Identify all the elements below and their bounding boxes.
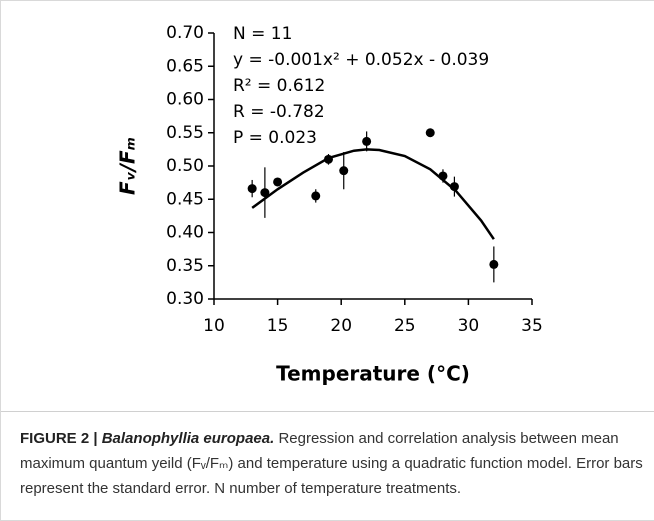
x-tick-label: 10: [203, 316, 225, 336]
annotation: y = -0.001x² + 0.052x - 0.039: [233, 50, 489, 70]
y-tick-label: 0.45: [166, 189, 204, 209]
x-tick-label: 20: [330, 316, 352, 336]
divider: [1, 411, 654, 412]
caption-text: Regression and correlation analysis betw…: [20, 430, 643, 497]
y-axis-title: Fᵥ/Fₘ: [116, 137, 140, 195]
point: [273, 177, 283, 187]
y-tick-label: 0.65: [166, 56, 204, 76]
caption: FIGURE 2 | Balanophyllia europaea. Regre…: [20, 426, 645, 501]
x-tick-label: 15: [267, 316, 289, 336]
y-tick-label: 0.40: [166, 223, 204, 243]
x-tick-label: 35: [521, 316, 543, 336]
y-tick-label: 0.60: [166, 90, 204, 110]
annotation: P = 0.023: [233, 128, 317, 148]
point: [362, 136, 372, 146]
x-tick-label: 25: [394, 316, 416, 336]
y-tick-label: 0.35: [166, 256, 204, 276]
y-tick-label: 0.30: [166, 289, 204, 309]
point: [339, 166, 349, 176]
y-tick-label: 0.55: [166, 123, 204, 143]
x-tick-label: 30: [458, 316, 480, 336]
point: [489, 259, 499, 269]
point: [449, 182, 459, 192]
point: [425, 128, 435, 138]
point: [247, 184, 257, 194]
x-axis-title: Temperature (°C): [276, 362, 470, 386]
annotation: R² = 0.612: [233, 76, 325, 96]
point: [260, 188, 270, 198]
point: [311, 191, 321, 201]
caption-label: FIGURE 2 |: [20, 430, 98, 447]
annotation: N = 11: [233, 24, 292, 44]
point: [438, 171, 448, 181]
annotation: R = -0.782: [233, 102, 325, 122]
chart: 0.30 0.35 0.40 0.45 0.50 0.55 0.60 0.65 0.70 10 15…: [116, 23, 543, 386]
y-tick-label: 0.50: [166, 156, 204, 176]
caption-species: Balanophyllia europaea.: [101, 430, 275, 447]
y-tick-label: 0.70: [166, 23, 204, 43]
point: [323, 154, 333, 164]
fit-curve: [251, 148, 495, 240]
